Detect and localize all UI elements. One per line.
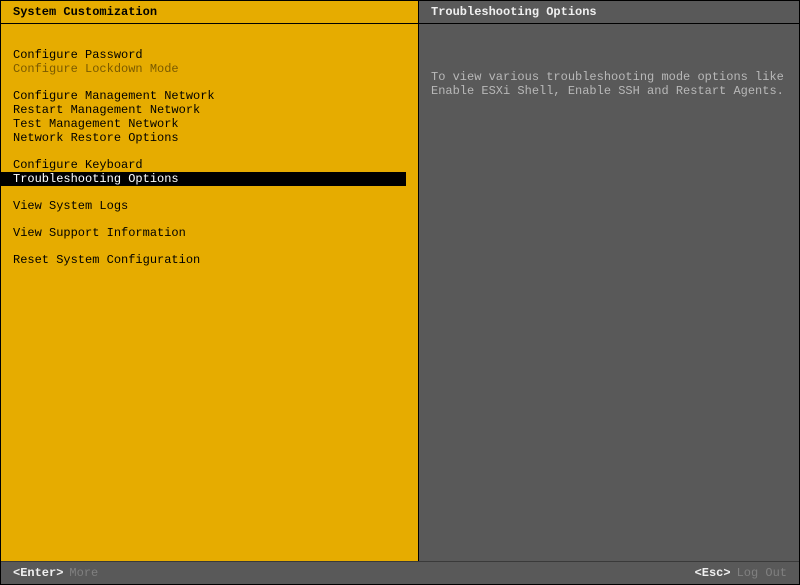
esc-key-label: <Esc> <box>695 566 731 580</box>
dcui-screen: System Customization Configure PasswordC… <box>1 1 799 584</box>
menu-item-network-restore-options[interactable]: Network Restore Options <box>1 131 418 145</box>
panels: System Customization Configure PasswordC… <box>1 1 799 561</box>
right-panel-title: Troubleshooting Options <box>419 1 799 24</box>
menu-item-configure-lockdown-mode: Configure Lockdown Mode <box>1 62 418 76</box>
menu[interactable]: Configure PasswordConfigure Lockdown Mod… <box>1 24 418 280</box>
menu-item-restart-management-network[interactable]: Restart Management Network <box>1 103 418 117</box>
menu-item-configure-keyboard[interactable]: Configure Keyboard <box>1 158 418 172</box>
menu-group: Configure Management NetworkRestart Mana… <box>1 89 418 145</box>
menu-group: Reset System Configuration <box>1 253 418 267</box>
footer-bar: <Enter> More <Esc> Log Out <box>1 561 799 584</box>
menu-item-view-system-logs[interactable]: View System Logs <box>1 199 418 213</box>
detail-description: To view various troubleshooting mode opt… <box>419 24 799 98</box>
esc-action-label: Log Out <box>737 566 787 580</box>
footer-enter-hint: <Enter> More <box>13 566 98 580</box>
menu-item-view-support-information[interactable]: View Support Information <box>1 226 418 240</box>
footer-esc-hint: <Esc> Log Out <box>695 566 787 580</box>
menu-group: View Support Information <box>1 226 418 240</box>
menu-group: Configure PasswordConfigure Lockdown Mod… <box>1 48 418 76</box>
enter-key-label: <Enter> <box>13 566 63 580</box>
menu-item-test-management-network[interactable]: Test Management Network <box>1 117 418 131</box>
menu-item-configure-password[interactable]: Configure Password <box>1 48 418 62</box>
left-panel: System Customization Configure PasswordC… <box>1 1 419 561</box>
right-panel: Troubleshooting Options To view various … <box>419 1 799 561</box>
menu-item-troubleshooting-options[interactable]: Troubleshooting Options <box>1 172 406 186</box>
menu-item-configure-management-network[interactable]: Configure Management Network <box>1 89 418 103</box>
menu-item-reset-system-configuration[interactable]: Reset System Configuration <box>1 253 418 267</box>
enter-action-label: More <box>69 566 98 580</box>
menu-group: View System Logs <box>1 199 418 213</box>
menu-group: Configure KeyboardTroubleshooting Option… <box>1 158 418 186</box>
left-panel-title: System Customization <box>1 1 418 24</box>
